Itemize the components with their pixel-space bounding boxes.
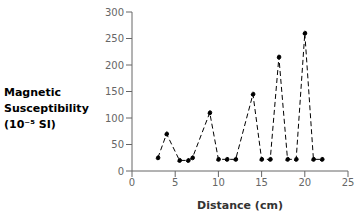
svg-text:15: 15 [255, 177, 268, 188]
html-text:Susceptibility: Susceptibility [4, 101, 89, 115]
svg-text:300: 300 [105, 7, 124, 18]
svg-text:25: 25 [342, 177, 355, 188]
svg-text:5: 5 [172, 177, 178, 188]
html-text:Magnetic: Magnetic [4, 85, 62, 99]
svg-text:0: 0 [129, 177, 135, 188]
html-text:(10⁻⁵ SI): (10⁻⁵ SI) [4, 117, 56, 131]
svg-text:50: 50 [111, 139, 124, 150]
svg-text:Distance (cm): Distance (cm) [197, 199, 283, 212]
svg-text:10: 10 [212, 177, 225, 188]
svg-text:150: 150 [105, 86, 124, 97]
svg-text:0: 0 [118, 166, 124, 177]
svg-text:20: 20 [298, 177, 311, 188]
svg-text:200: 200 [105, 60, 124, 71]
svg-text:250: 250 [105, 33, 124, 44]
svg-text:100: 100 [105, 113, 124, 124]
